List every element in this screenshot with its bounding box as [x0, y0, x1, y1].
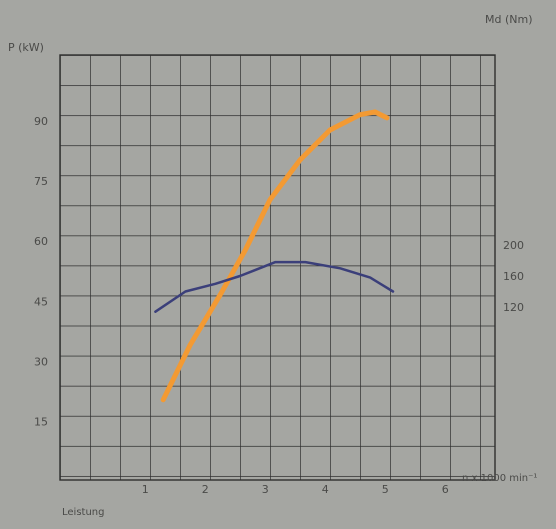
y-tick-label: 45 — [34, 295, 48, 308]
y-tick-label: 15 — [34, 416, 48, 429]
x-tick-label: 1 — [142, 483, 149, 496]
x-axis-label: n x 1000 min⁻¹ — [462, 473, 537, 484]
y-tick-label: 75 — [34, 175, 48, 188]
series-line — [160, 109, 390, 403]
grid — [59, 54, 496, 481]
y2-axis-label: Md (Nm) — [485, 13, 533, 26]
y2-tick-label: 120 — [503, 301, 524, 314]
x-tick-label: 3 — [262, 483, 269, 496]
y-tick-label: 90 — [34, 115, 48, 128]
x-tick-label: 4 — [322, 483, 329, 496]
x-tick-label: 5 — [382, 483, 389, 496]
y2-tick-label: 160 — [503, 270, 524, 283]
x-tick-label: 6 — [442, 483, 449, 496]
y-tick-label: 60 — [34, 235, 48, 248]
annotation: Leistung — [62, 507, 104, 518]
series-line — [154, 260, 395, 313]
y-axis-label: P (kW) — [8, 41, 44, 54]
x-tick-label: 2 — [202, 483, 209, 496]
y2-tick-label: 200 — [503, 239, 524, 252]
y-tick-label: 30 — [34, 356, 48, 369]
